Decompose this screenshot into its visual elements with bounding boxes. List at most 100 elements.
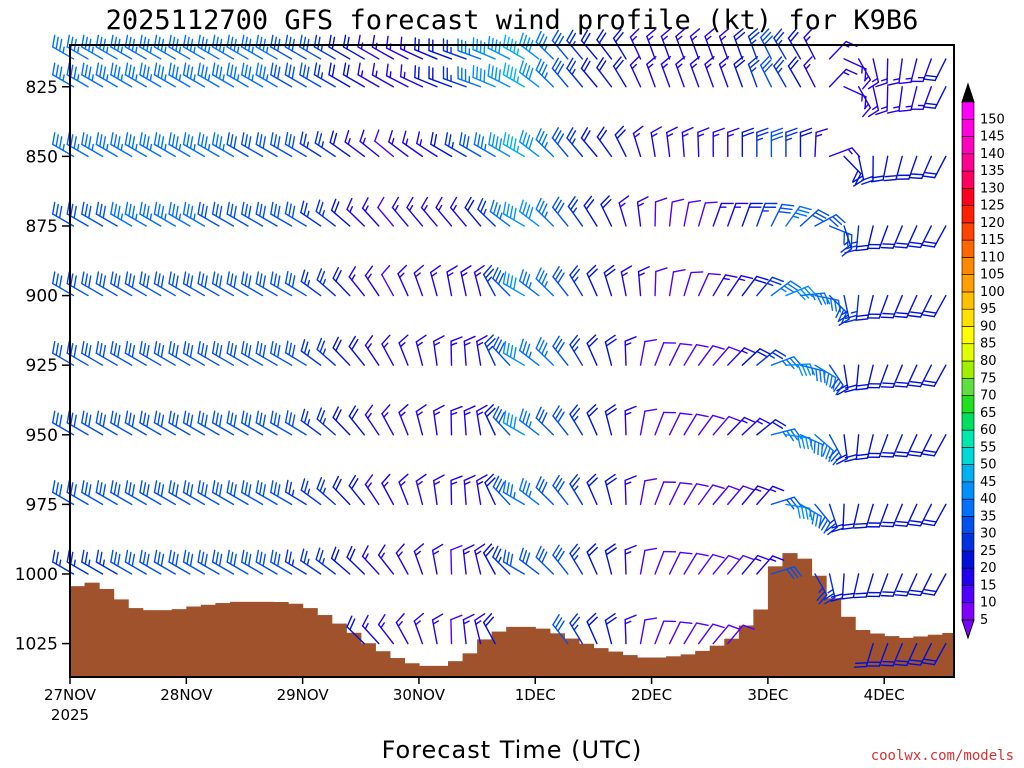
wind-barb bbox=[482, 265, 496, 297]
wind-barb bbox=[535, 336, 554, 366]
wind-barb bbox=[81, 340, 104, 366]
wind-barb bbox=[95, 480, 118, 506]
wind-barb bbox=[518, 60, 540, 88]
wind-barb bbox=[316, 476, 336, 506]
wind-barb bbox=[646, 28, 657, 60]
colorbar-swatch bbox=[961, 170, 975, 189]
wind-barb bbox=[284, 201, 307, 227]
wind-barb bbox=[197, 340, 220, 366]
wind-barb bbox=[908, 225, 933, 249]
wind-barb bbox=[697, 553, 725, 575]
terrain-column bbox=[317, 615, 333, 677]
wind-barb bbox=[124, 549, 147, 575]
wind-barb bbox=[110, 410, 133, 436]
wind-barb bbox=[733, 28, 746, 60]
wind-barb bbox=[81, 480, 104, 506]
wind-barb bbox=[922, 573, 947, 596]
wind-barb bbox=[866, 503, 889, 528]
colorbar-swatch bbox=[961, 429, 975, 448]
wind-barb bbox=[580, 29, 598, 60]
y-tick-label: 950 bbox=[26, 426, 58, 446]
wind-barb bbox=[153, 201, 176, 227]
colorbar-swatch bbox=[961, 257, 975, 275]
wind-barb bbox=[168, 271, 191, 297]
wind-barb bbox=[364, 335, 380, 366]
wind-barb bbox=[139, 549, 162, 575]
wind-barb bbox=[197, 410, 220, 436]
colorbar-swatch bbox=[961, 222, 975, 241]
wind-barb bbox=[886, 58, 903, 86]
wind-barb bbox=[314, 130, 336, 158]
wind-barb bbox=[896, 155, 918, 180]
wind-barb bbox=[861, 155, 874, 185]
y-tick-label: 825 bbox=[26, 78, 58, 98]
wind-barb bbox=[535, 476, 554, 506]
wind-barb bbox=[853, 573, 874, 599]
wind-barb bbox=[482, 613, 496, 645]
wind-barb bbox=[329, 130, 351, 158]
wind-barb bbox=[139, 132, 162, 158]
wind-barb bbox=[727, 485, 755, 506]
wind-barb bbox=[518, 547, 540, 575]
wind-barb bbox=[787, 56, 802, 88]
wind-barb bbox=[124, 201, 147, 227]
wind-barb bbox=[110, 480, 133, 506]
wind-barb bbox=[226, 410, 249, 436]
colorbar-swatch bbox=[961, 516, 975, 534]
terrain-column bbox=[462, 653, 478, 677]
wind-barb bbox=[95, 201, 118, 227]
wind-barb bbox=[450, 614, 463, 645]
wind-barb bbox=[697, 201, 718, 227]
wind-barb bbox=[586, 543, 598, 575]
wind-barb bbox=[535, 545, 554, 575]
wind-barb bbox=[270, 410, 293, 436]
colorbar-swatch bbox=[961, 360, 975, 379]
wind-barb bbox=[139, 201, 162, 227]
wind-barb bbox=[52, 201, 75, 227]
terrain-column bbox=[302, 608, 318, 677]
terrain-column bbox=[942, 632, 955, 677]
wind-barb bbox=[81, 132, 104, 158]
wind-barb bbox=[502, 62, 525, 88]
wind-barb bbox=[255, 410, 278, 436]
wind-barb bbox=[428, 66, 453, 88]
wind-barb bbox=[741, 127, 755, 158]
wind-barb bbox=[844, 225, 860, 254]
terrain-column bbox=[128, 608, 144, 677]
wind-barb bbox=[284, 132, 307, 158]
wind-barb bbox=[712, 485, 741, 506]
wind-barb bbox=[459, 132, 482, 158]
wind-barb bbox=[712, 274, 738, 297]
wind-barb bbox=[415, 473, 427, 506]
colorbar-legend: 5 10 15 20 25 30 35 40 45 50 55 60 65 70 75 80 85 90 95 100… bbox=[961, 82, 1005, 640]
wind-barb bbox=[371, 62, 395, 88]
y-tick-label: 850 bbox=[26, 147, 58, 167]
wind-barb bbox=[315, 199, 336, 227]
wind-barb bbox=[770, 566, 803, 580]
wind-barb bbox=[241, 271, 264, 297]
terrain-column bbox=[404, 663, 420, 677]
colorbar-swatch bbox=[961, 239, 975, 258]
wind-barb bbox=[255, 201, 278, 227]
wind-barb bbox=[124, 480, 147, 506]
colorbar-swatch bbox=[961, 188, 975, 206]
wind-barb bbox=[299, 131, 322, 158]
wind-barb bbox=[168, 549, 191, 575]
wind-barb bbox=[741, 348, 771, 366]
wind-barb bbox=[828, 147, 861, 158]
wind-barb bbox=[484, 334, 496, 366]
wind-barb bbox=[922, 58, 947, 82]
wind-barb bbox=[747, 28, 760, 60]
wind-barb bbox=[535, 197, 554, 227]
wind-barb bbox=[182, 271, 206, 297]
terrain-column bbox=[564, 638, 580, 677]
wind-barb bbox=[139, 480, 162, 506]
terrain-column bbox=[578, 643, 595, 677]
terrain-column bbox=[767, 566, 784, 677]
wind-barb bbox=[388, 129, 409, 158]
colorbar-tick-label: 45 bbox=[980, 475, 997, 490]
terrain-column bbox=[709, 645, 725, 677]
wind-barb bbox=[697, 414, 725, 436]
wind-barb bbox=[683, 622, 709, 645]
wind-barb bbox=[799, 209, 830, 227]
